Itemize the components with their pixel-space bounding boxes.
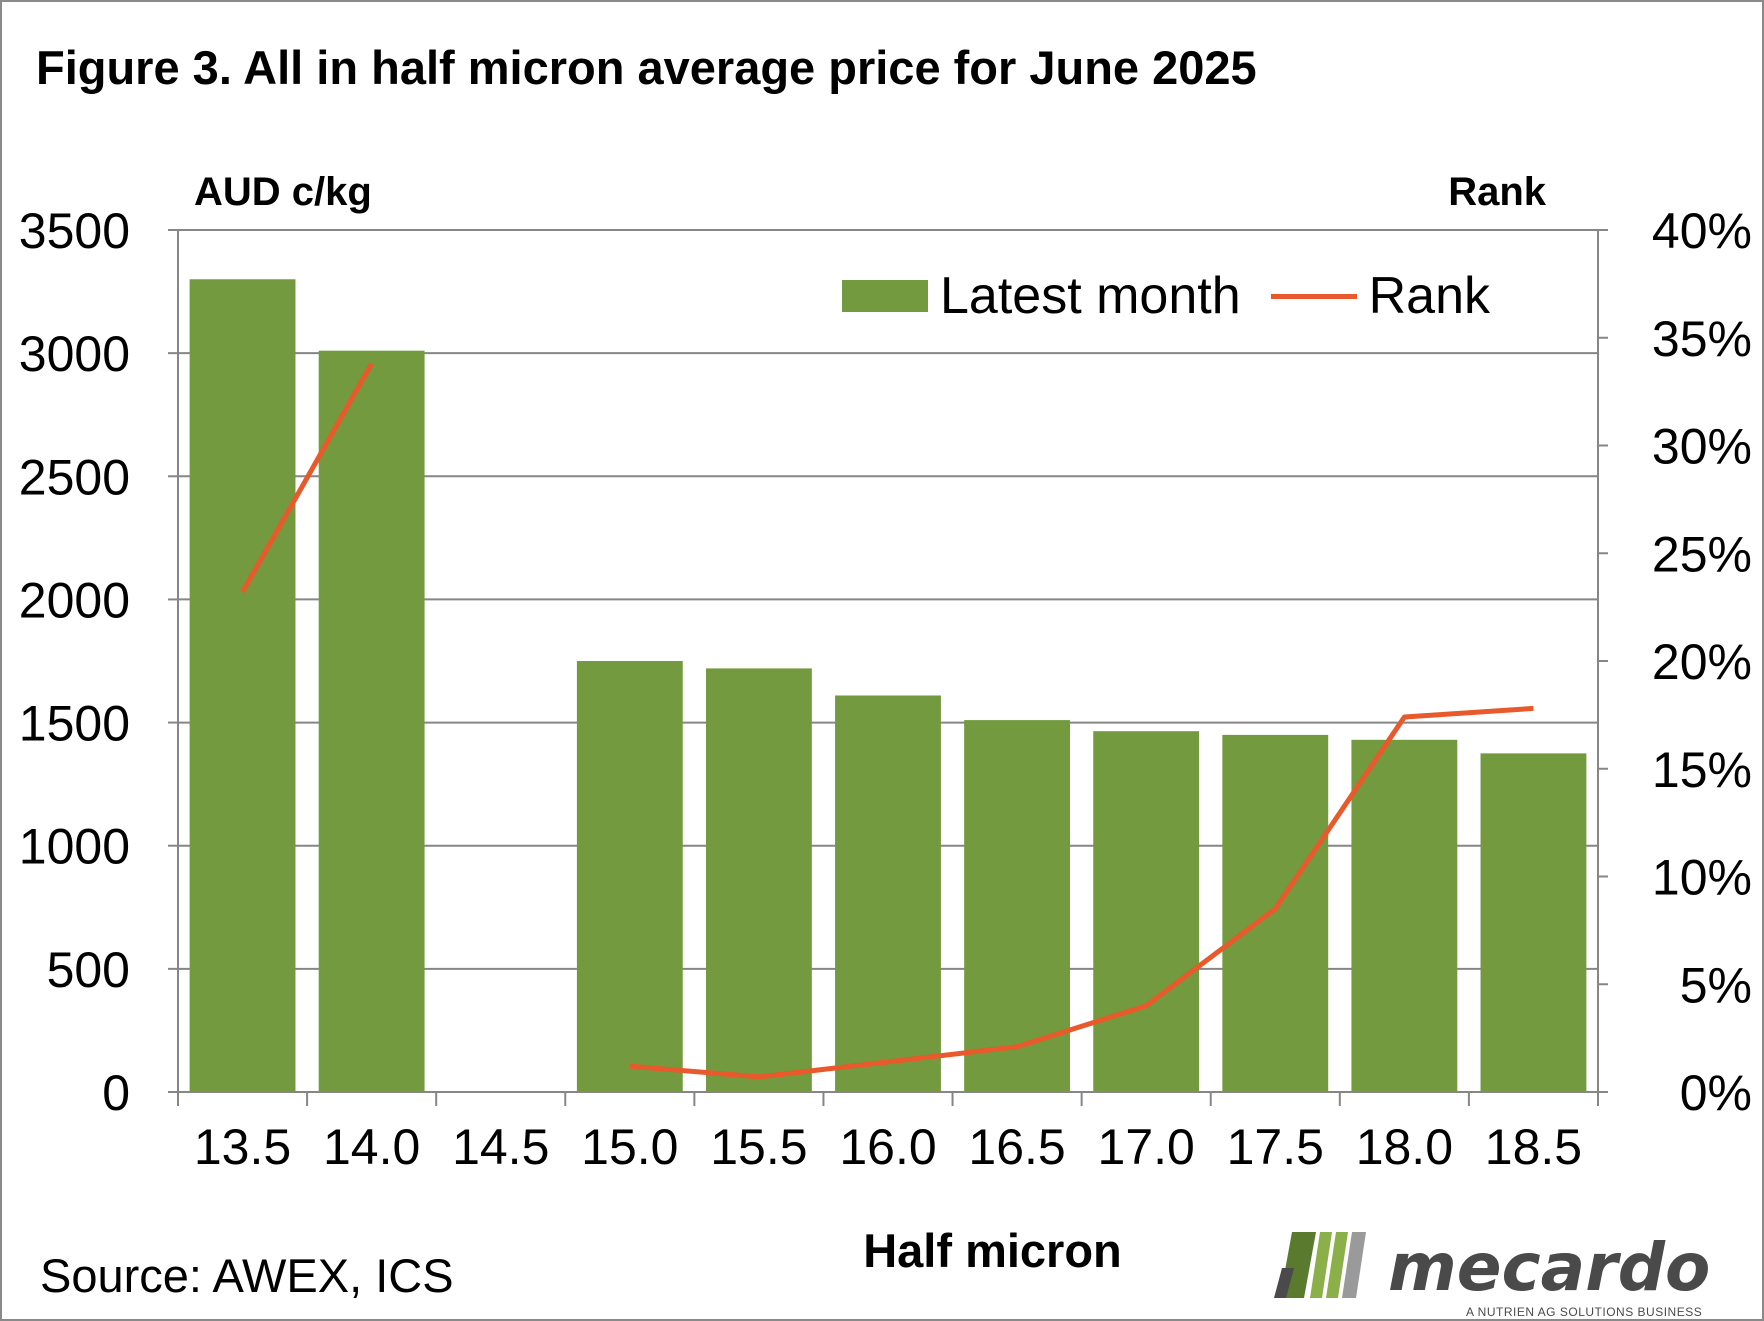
bar-14.0 — [318, 350, 425, 1092]
x-axis-label: Half micron — [863, 1224, 1122, 1277]
y-tick-label-right: 15% — [1652, 742, 1752, 798]
bar-15.5 — [705, 668, 812, 1092]
y-axis-left-label: AUD c/kg — [194, 170, 372, 214]
legend-swatch-rank — [1270, 293, 1357, 299]
x-tick-label: 18.0 — [1356, 1119, 1453, 1175]
y-tick-label-left: 500 — [47, 942, 130, 998]
bar-18.0 — [1351, 739, 1458, 1092]
bar-17.5 — [1222, 734, 1329, 1092]
x-tick-label: 17.0 — [1098, 1119, 1195, 1175]
bar-16.5 — [964, 720, 1071, 1092]
y-tick-label-left: 1000 — [19, 819, 130, 875]
y-tick-label-left: 3500 — [19, 203, 130, 259]
y-tick-label-left: 3000 — [19, 326, 130, 382]
y-tick-label-right: 5% — [1680, 957, 1752, 1013]
logo-mark-icon — [1274, 1232, 1366, 1298]
x-tick-label: 14.5 — [452, 1119, 549, 1175]
bar-18.5 — [1480, 753, 1587, 1092]
y-tick-label-left: 2500 — [19, 449, 130, 505]
x-tick-label: 14.0 — [323, 1119, 420, 1175]
bar-17.0 — [1093, 731, 1200, 1092]
rank-line-segment-1 — [629, 705, 1534, 1080]
y-tick-label-left: 2000 — [19, 572, 130, 628]
y-tick-label-right: 0% — [1680, 1065, 1752, 1121]
y-tick-label-right: 40% — [1652, 203, 1752, 259]
y-tick-label-left: 1500 — [19, 696, 130, 752]
x-tick-label: 16.0 — [839, 1119, 936, 1175]
bar-15.0 — [576, 661, 683, 1092]
bar-13.5 — [189, 279, 296, 1092]
x-tick-label: 16.5 — [968, 1119, 1065, 1175]
legend-label-latest-month: Latest month — [940, 267, 1241, 325]
mecardo-logo: mecardo A NUTRIEN AG SOLUTIONS BUSINESS — [1274, 1229, 1710, 1319]
svg-text:A NUTRIEN AG SOLUTIONS BUSINES: A NUTRIEN AG SOLUTIONS BUSINESS — [1466, 1305, 1702, 1319]
y-tick-label-right: 25% — [1652, 526, 1752, 582]
rank-line-segment-0 — [240, 362, 374, 594]
x-tick-label: 15.5 — [710, 1119, 807, 1175]
svg-text:mecardo: mecardo — [1388, 1229, 1710, 1306]
chart-title: Figure 3. All in half micron average pri… — [36, 41, 1257, 94]
x-tick-label: 18.5 — [1485, 1119, 1582, 1175]
x-tick-label: 13.5 — [194, 1119, 291, 1175]
y-tick-label-right: 20% — [1652, 634, 1752, 690]
y-tick-label-right: 10% — [1652, 850, 1752, 906]
x-tick-label: 15.0 — [581, 1119, 678, 1175]
chart-legend: Latest month Rank — [842, 266, 1490, 326]
y-tick-label-right: 35% — [1652, 311, 1752, 367]
y-axis-right-label: Rank — [1448, 170, 1546, 214]
bar-16.0 — [835, 695, 941, 1092]
legend-swatch-latest-month — [842, 280, 928, 312]
source-note: Source: AWEX, ICS — [40, 1249, 454, 1302]
y-tick-label-left: 0 — [102, 1065, 130, 1121]
y-tick-label-right: 30% — [1652, 419, 1752, 475]
legend-label-rank: Rank — [1368, 267, 1491, 325]
x-tick-label: 17.5 — [1227, 1119, 1324, 1175]
